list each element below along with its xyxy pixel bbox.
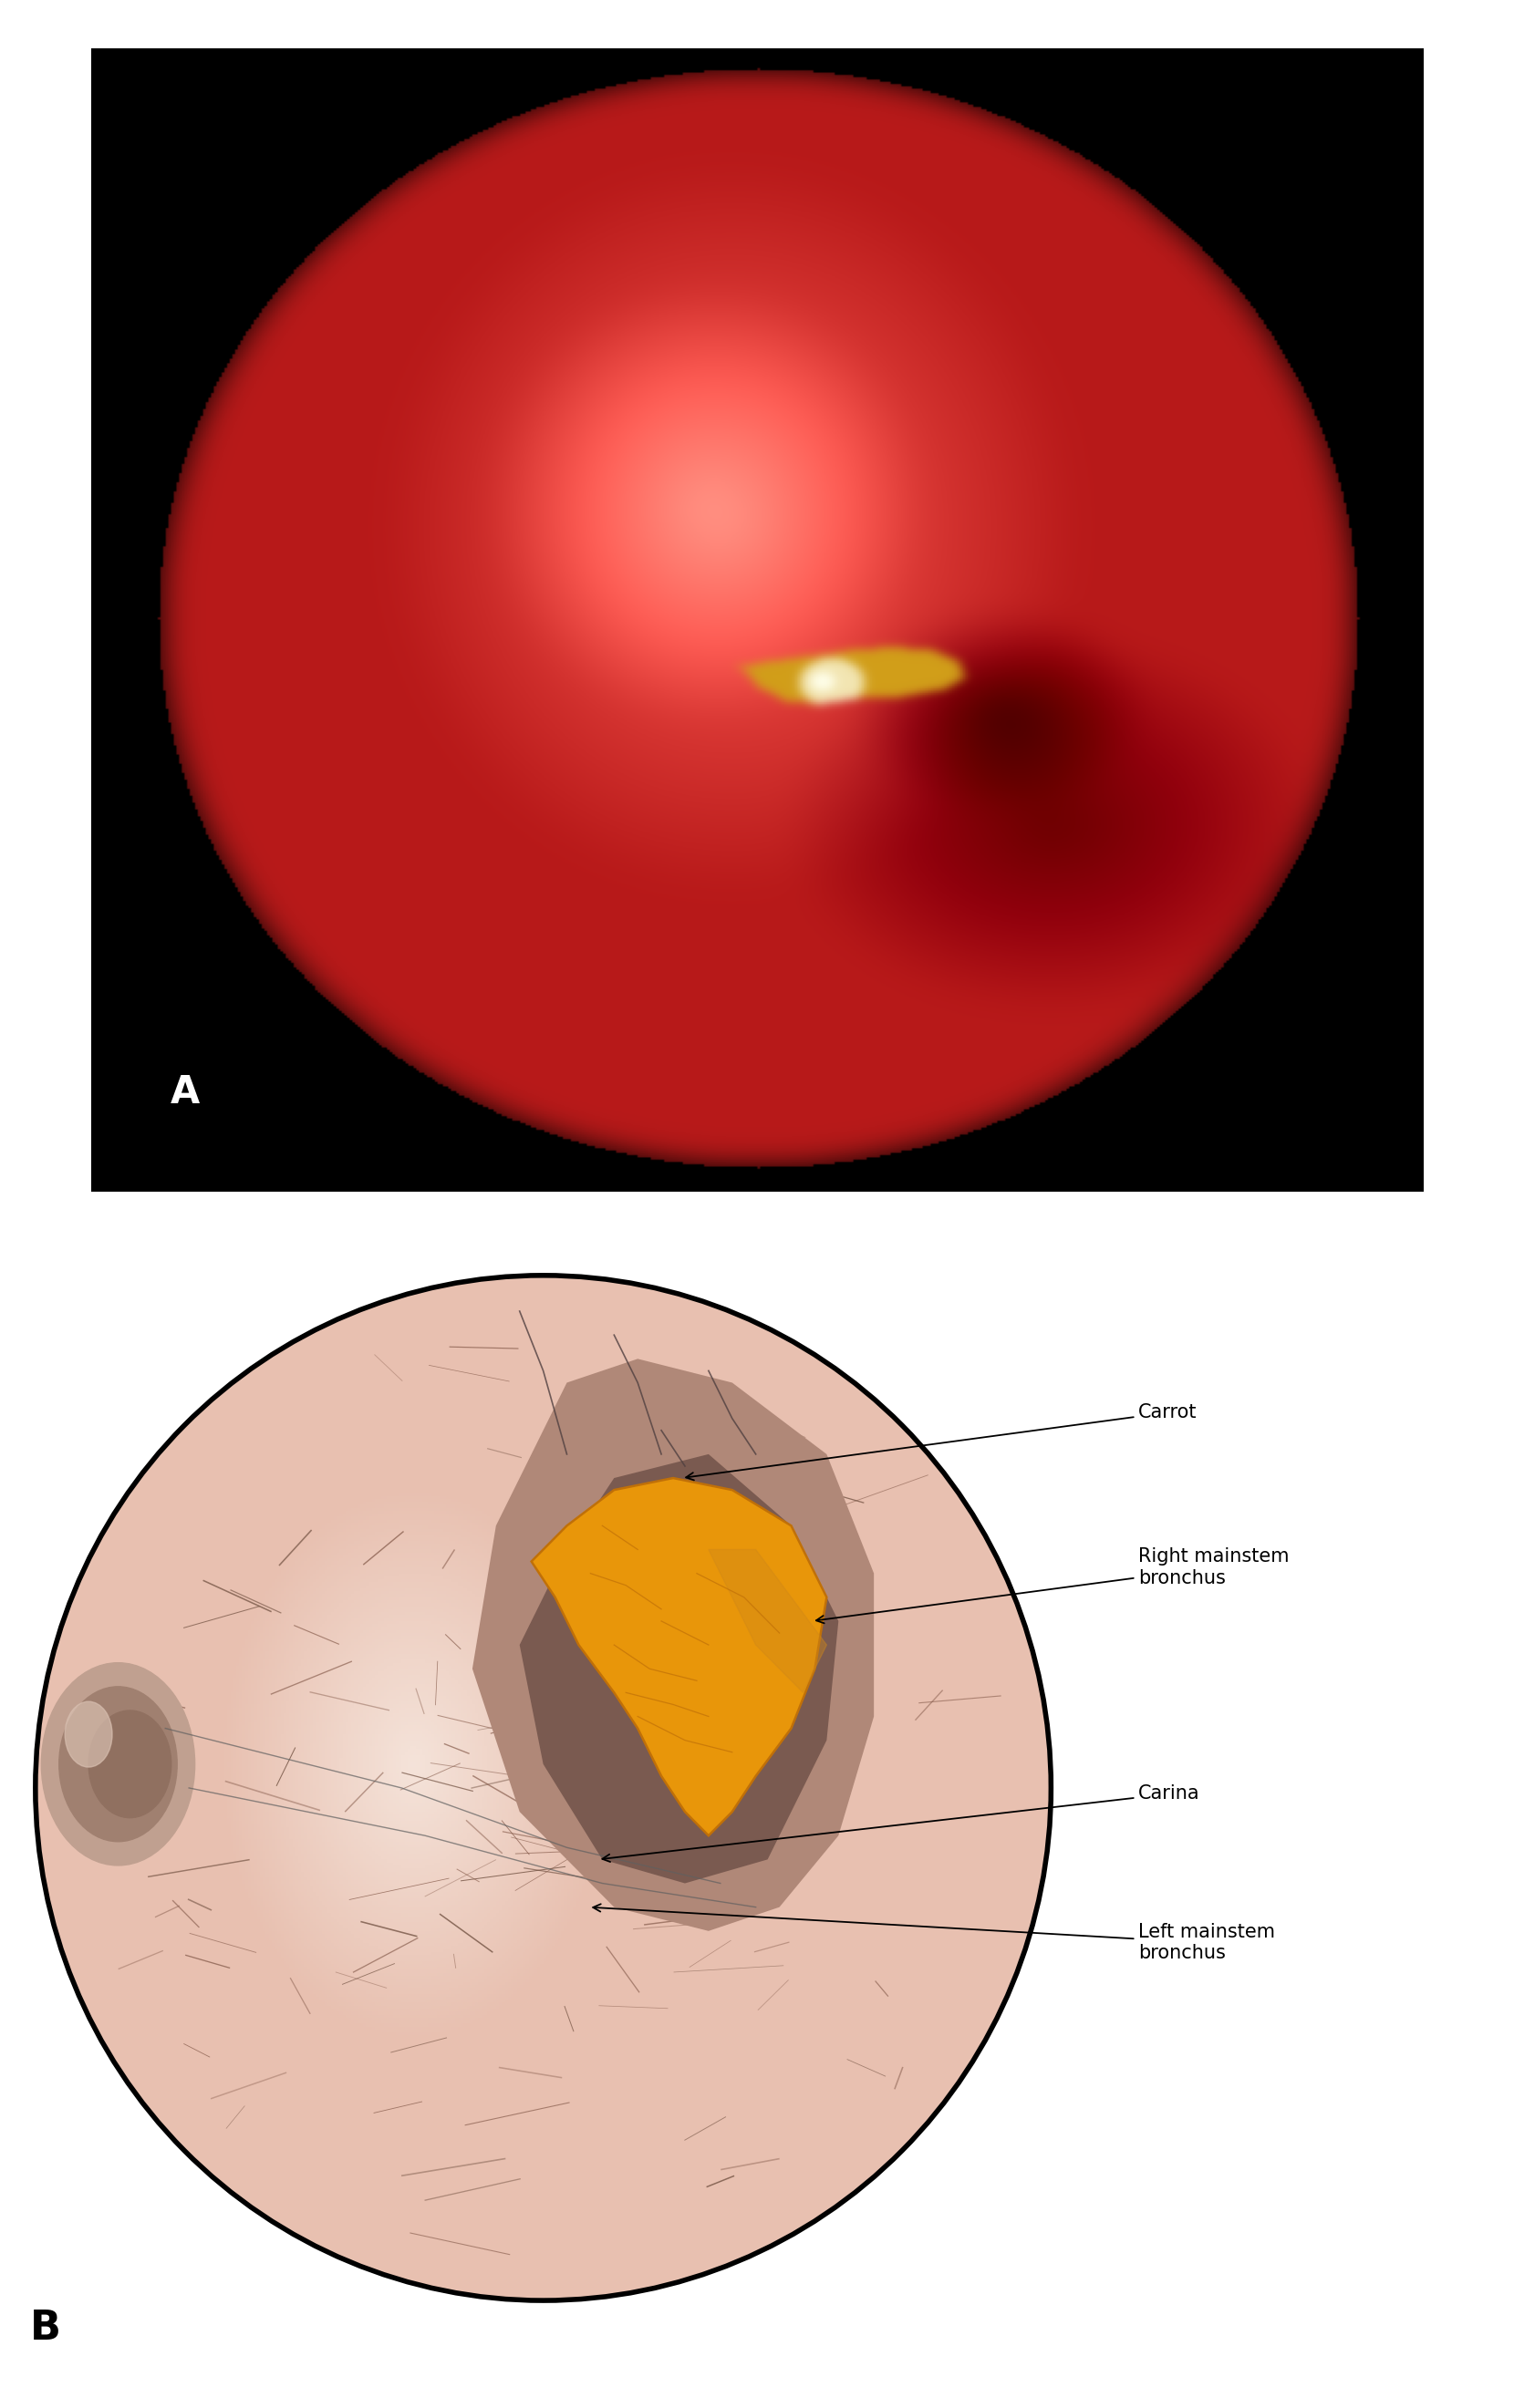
Polygon shape	[472, 1358, 874, 1931]
Text: Carina: Carina	[603, 1784, 1201, 1861]
Text: Left mainstem
bronchus: Left mainstem bronchus	[593, 1905, 1275, 1963]
Ellipse shape	[65, 1702, 112, 1767]
Ellipse shape	[89, 1710, 171, 1818]
Text: A: A	[171, 1074, 200, 1112]
Text: Right mainstem
bronchus: Right mainstem bronchus	[816, 1548, 1290, 1623]
Ellipse shape	[59, 1686, 177, 1842]
Text: Carrot: Carrot	[686, 1404, 1198, 1481]
Circle shape	[35, 1276, 1051, 2300]
Polygon shape	[531, 1479, 827, 1835]
Polygon shape	[709, 1551, 827, 1693]
Polygon shape	[519, 1454, 839, 1883]
Ellipse shape	[41, 1664, 195, 1866]
Text: B: B	[30, 2309, 61, 2348]
